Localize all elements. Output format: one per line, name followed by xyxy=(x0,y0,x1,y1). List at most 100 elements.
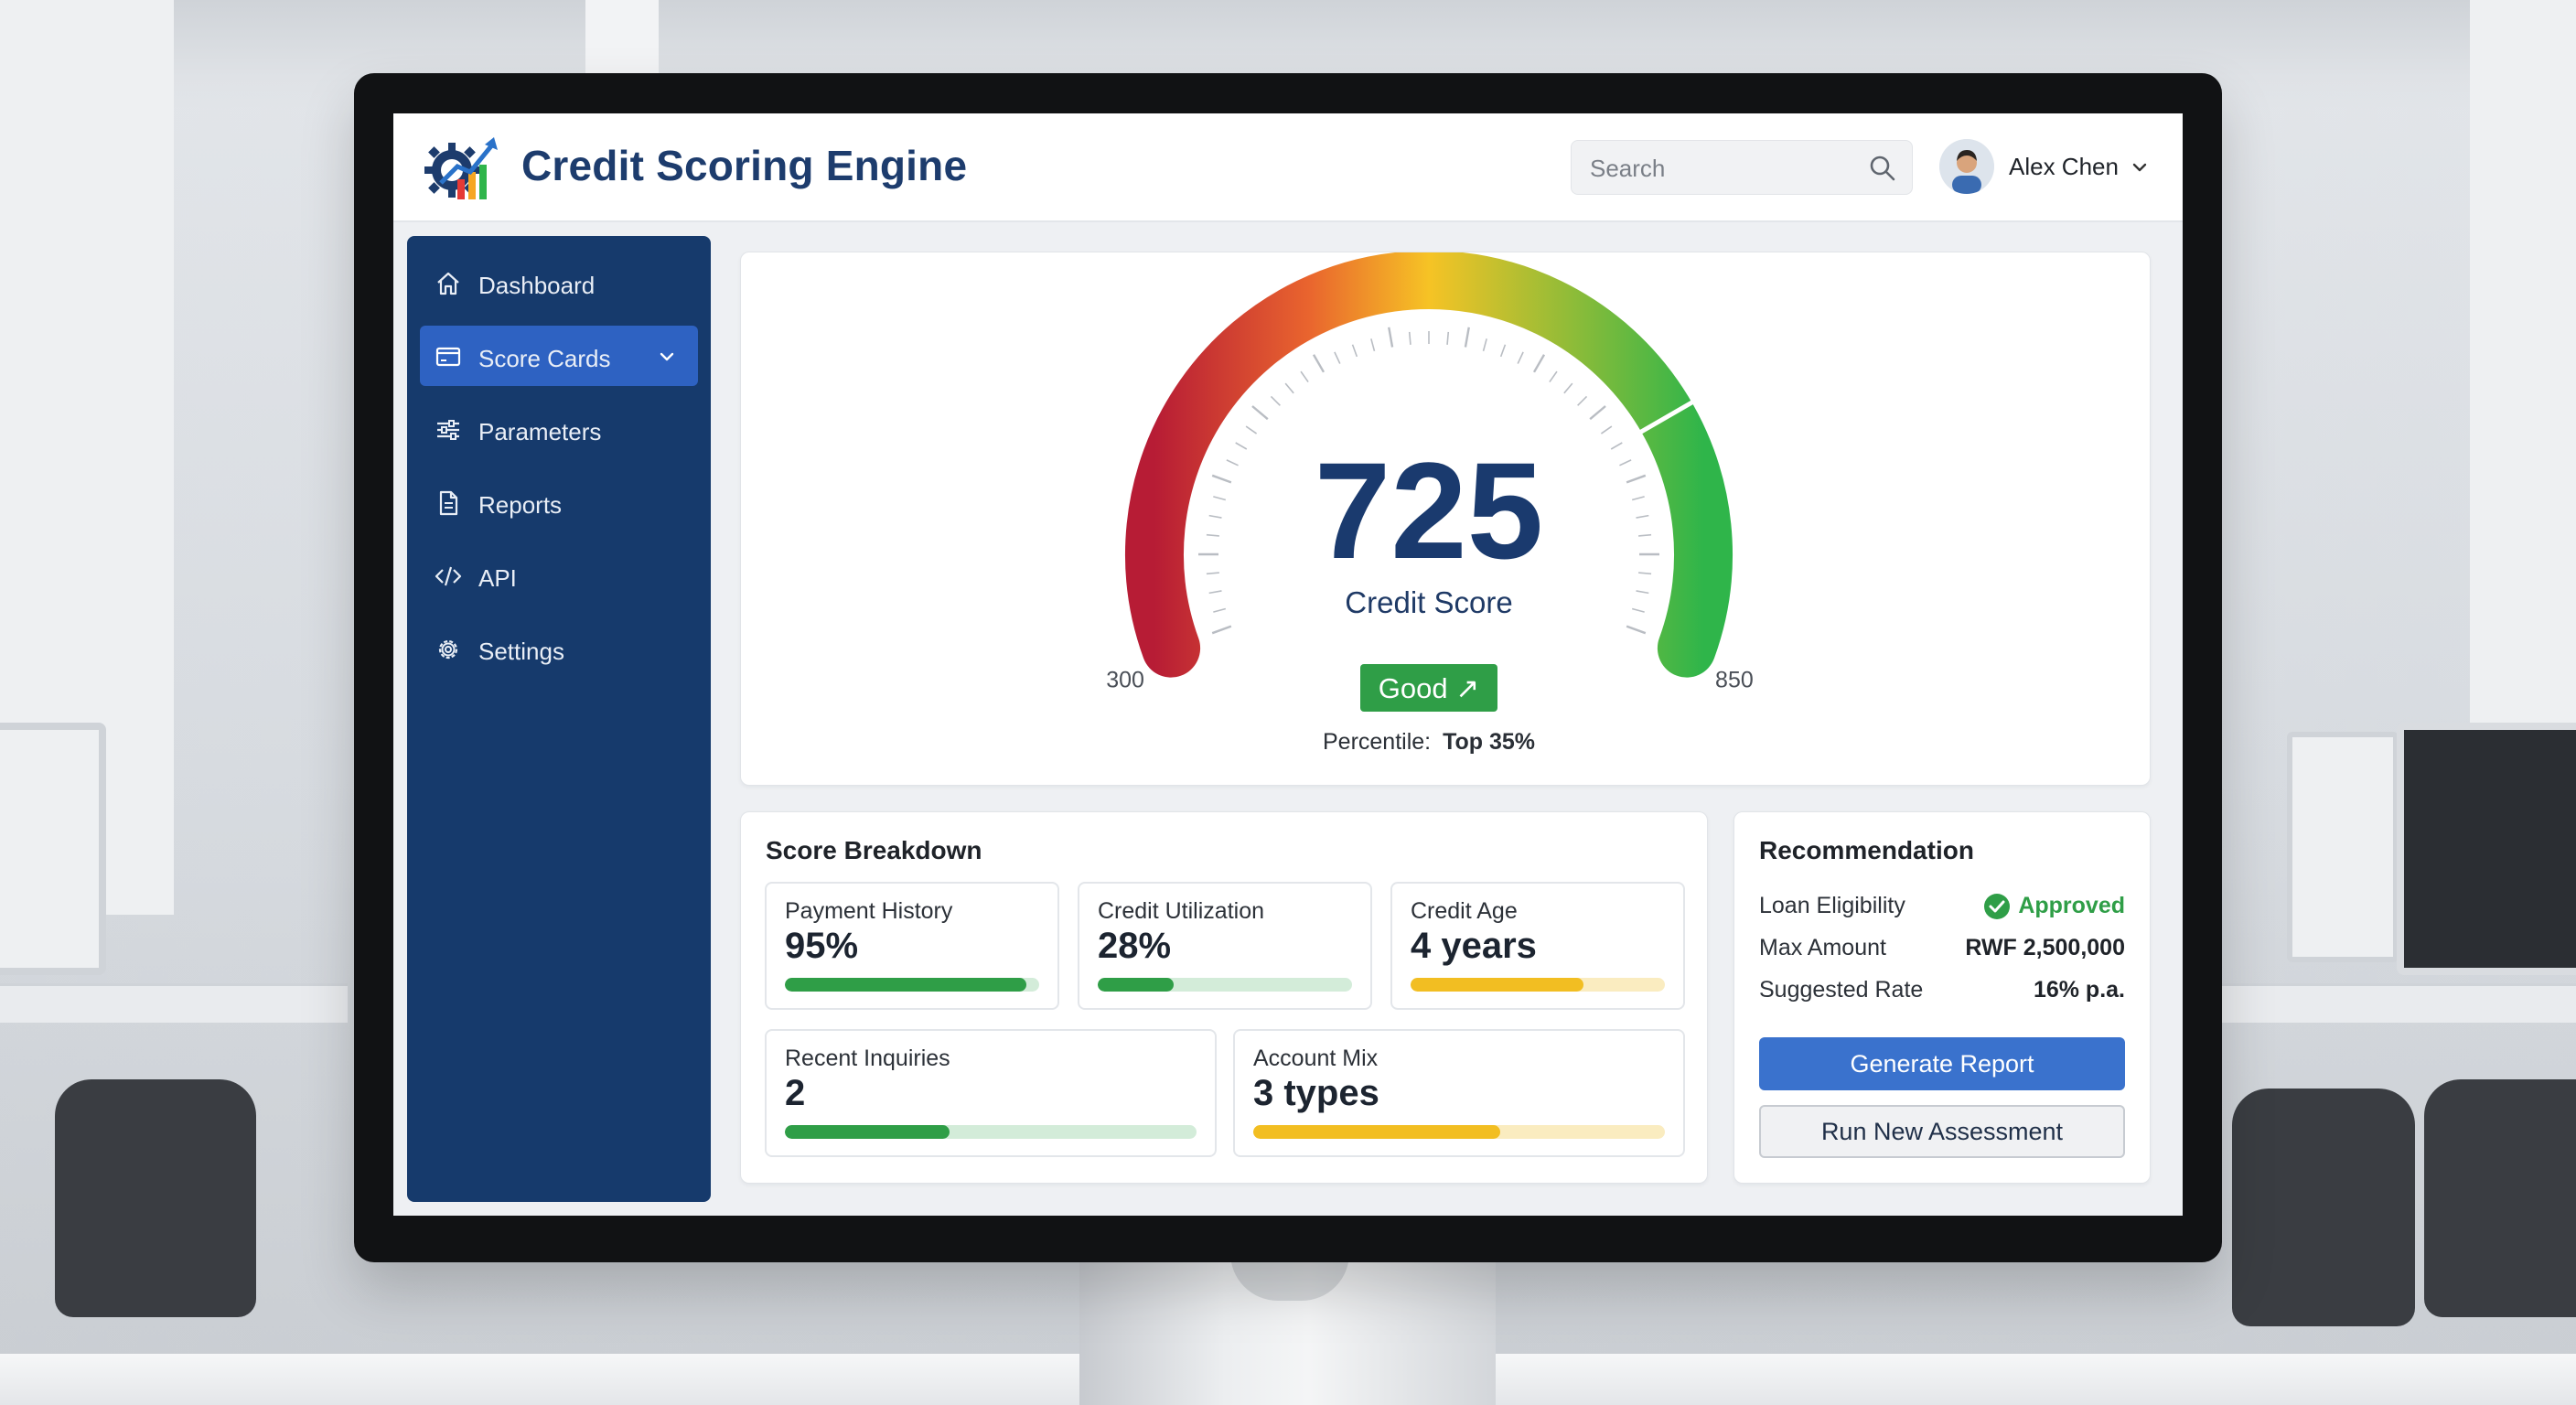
gauge-tick xyxy=(1600,425,1613,434)
search-icon[interactable] xyxy=(1868,154,1897,183)
rating-badge-label: Good ↗ xyxy=(1379,672,1479,704)
chevron-down-icon[interactable] xyxy=(656,346,678,368)
score-breakdown-card: Score Breakdown Payment History 95% Cred… xyxy=(740,811,1708,1184)
metric-value: 4 years xyxy=(1411,926,1537,966)
gauge-tick xyxy=(1638,533,1652,537)
score-marker xyxy=(1638,399,1695,435)
gauge-tick xyxy=(1408,331,1411,345)
generate-report-button[interactable]: Generate Report xyxy=(1759,1037,2125,1090)
gauge-tick xyxy=(1312,354,1326,373)
metric-recent-inquiries: Recent Inquiries 2 xyxy=(765,1029,1217,1157)
gauge-tick xyxy=(1208,590,1222,595)
background-desk xyxy=(0,983,348,1023)
gauge-max-label: 850 xyxy=(1715,668,1754,693)
gauge-tick xyxy=(1464,327,1470,348)
search-box[interactable] xyxy=(1571,140,1913,195)
sidebar-item-api[interactable]: API xyxy=(420,545,698,606)
sidebar-item-parameters[interactable]: Parameters xyxy=(420,399,698,459)
max-amount-value: RWF 2,500,000 xyxy=(1965,935,2125,960)
credit-score-gauge: 575 300 850 725 Credit Score Good ↗ Perc… xyxy=(1106,252,1754,755)
gear-icon xyxy=(438,639,458,660)
top-header: Credit Scoring Engine Alex Chen xyxy=(393,113,2183,222)
sidebar-item-label: Score Cards xyxy=(478,345,611,372)
gauge-tick xyxy=(1211,625,1232,635)
document-icon xyxy=(439,490,458,516)
metric-value: 28% xyxy=(1098,926,1172,966)
sidebar-item-dashboard[interactable]: Dashboard xyxy=(420,252,698,313)
rec-label: Max Amount xyxy=(1759,935,1886,960)
sidebar-item-reports[interactable]: Reports xyxy=(420,472,698,532)
credit-score-caption: Credit Score xyxy=(1345,585,1512,619)
sidebar-item-settings[interactable]: Settings xyxy=(420,618,698,679)
sidebar-item-label: API xyxy=(478,564,517,592)
progress-bar xyxy=(785,1125,1197,1139)
gauge-tick xyxy=(1577,395,1588,406)
metric-credit-age: Credit Age 4 years xyxy=(1390,882,1685,1010)
sliders-icon xyxy=(437,420,459,440)
eligibility-status: Approved xyxy=(1983,893,2125,920)
gauge-tick xyxy=(1206,572,1219,575)
run-new-assessment-button[interactable]: Run New Assessment xyxy=(1759,1105,2125,1158)
gauge-tick xyxy=(1517,351,1524,364)
metric-credit-utilization: Credit Utilization 28% xyxy=(1078,882,1372,1010)
credit-score-gauge-card: 575 300 850 725 Credit Score Good ↗ Perc… xyxy=(740,252,2151,786)
chevron-down-icon[interactable] xyxy=(2130,157,2150,177)
gauge-tick xyxy=(1631,607,1645,613)
check-circle-icon xyxy=(1984,894,2011,920)
sidebar-item-label: Settings xyxy=(478,638,564,665)
progress-fill xyxy=(1411,978,1584,992)
gauge-tick xyxy=(1626,625,1647,635)
gauge-tick xyxy=(1226,459,1239,467)
eligibility-value: Approved xyxy=(2018,893,2125,918)
office-chair xyxy=(2424,1079,2576,1317)
gauge-tick xyxy=(1446,331,1450,345)
gauge-tick xyxy=(1549,370,1558,383)
office-chair xyxy=(55,1079,256,1317)
rating-badge xyxy=(1360,664,1497,712)
recommendation-title: Recommendation xyxy=(1759,836,1974,864)
gauge-tick xyxy=(1235,442,1248,450)
metric-account-mix: Account Mix 3 types xyxy=(1233,1029,1685,1157)
gauge-tick xyxy=(1211,474,1232,484)
metric-payment-history: Payment History 95% xyxy=(765,882,1059,1010)
sidebar-item-score-cards[interactable]: Score Cards xyxy=(420,326,698,386)
gauge-tick xyxy=(1636,590,1649,595)
search-input[interactable] xyxy=(1588,152,1866,185)
app-title: Credit Scoring Engine xyxy=(521,142,968,189)
gauge-tick xyxy=(1499,344,1507,358)
home-icon xyxy=(437,272,459,295)
code-icon xyxy=(435,566,462,586)
metric-value: 2 xyxy=(785,1073,806,1113)
gauge-tick xyxy=(1351,344,1358,358)
gauge-tick xyxy=(1619,459,1632,467)
user-name: Alex Chen xyxy=(2009,153,2119,180)
rec-label: Suggested Rate xyxy=(1759,977,1924,1003)
rec-label: Loan Eligibility xyxy=(1759,893,1905,918)
card-icon xyxy=(435,347,461,367)
background-monitor xyxy=(2287,732,2399,962)
score-breakdown-title: Score Breakdown xyxy=(766,836,982,864)
gauge-tick xyxy=(1270,395,1281,406)
metric-label: Credit Utilization xyxy=(1098,898,1265,924)
progress-fill xyxy=(1253,1125,1500,1139)
progress-bar xyxy=(785,978,1039,992)
gauge-tick xyxy=(1563,382,1573,394)
percentile-value: Top 35% xyxy=(1443,729,1535,755)
gauge-ticks xyxy=(1198,327,1659,635)
gauge-tick xyxy=(1636,514,1649,519)
gauge-tick xyxy=(1208,514,1222,519)
gauge-tick xyxy=(1631,496,1645,501)
logo-gear-chart-icon xyxy=(424,137,498,199)
gauge-tick xyxy=(1213,496,1227,501)
background-monitor xyxy=(0,723,106,975)
gauge-tick xyxy=(1284,382,1294,394)
gauge-tick xyxy=(1300,370,1309,383)
avatar xyxy=(1939,139,1994,194)
gauge-tick xyxy=(1388,327,1394,348)
percentile-label: Percentile: xyxy=(1323,729,1431,755)
progress-fill xyxy=(785,1125,950,1139)
progress-fill xyxy=(1098,978,1175,992)
recommendation-card: Recommendation Loan Eligibility Approved… xyxy=(1733,811,2151,1184)
metric-label: Credit Age xyxy=(1411,898,1518,924)
user-menu[interactable]: Alex Chen xyxy=(1939,134,2159,198)
